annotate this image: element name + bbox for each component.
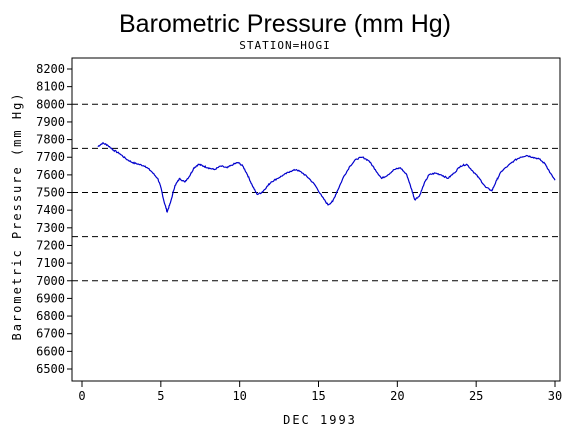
y-tick-label-8000: 8000 xyxy=(36,97,65,111)
y-tick-label-8200: 8200 xyxy=(36,62,65,76)
y-tick-label-7300: 7300 xyxy=(36,221,65,235)
x-tick-label-30: 30 xyxy=(548,389,562,403)
y-tick-label-7500: 7500 xyxy=(36,186,65,200)
y-tick-label-6600: 6600 xyxy=(36,344,65,358)
y-tick-label-7200: 7200 xyxy=(36,238,65,252)
y-tick-label-7600: 7600 xyxy=(36,168,65,182)
y-tick-label-6900: 6900 xyxy=(36,291,65,305)
x-axis: 0 5 10 15 20 25 30 xyxy=(78,381,562,403)
y-axis: 6500 6600 6700 6800 6900 7000 7100 7200 7300 7400… xyxy=(36,62,72,376)
x-tick-label-25: 25 xyxy=(469,389,483,403)
x-axis-title: DEC 1993 xyxy=(283,413,357,427)
y-tick-label-7800: 7800 xyxy=(36,133,65,147)
plot-frame xyxy=(71,57,561,382)
pressure-series-line xyxy=(97,142,556,214)
chart-title: Barometric Pressure (mm Hg) xyxy=(119,10,451,38)
y-tick-label-7700: 7700 xyxy=(36,150,65,164)
x-tick-label-20: 20 xyxy=(390,389,404,403)
y-tick-label-6700: 6700 xyxy=(36,327,65,341)
y-tick-label-8100: 8100 xyxy=(36,80,65,94)
y-tick-label-7100: 7100 xyxy=(36,256,65,270)
reference-lines xyxy=(72,103,560,282)
x-tick-label-5: 5 xyxy=(157,389,164,403)
y-tick-label-7900: 7900 xyxy=(36,115,65,129)
y-axis-title: Barometric Pressure (mm Hg) xyxy=(10,91,24,340)
y-tick-label-7400: 7400 xyxy=(36,203,65,217)
x-tick-label-15: 15 xyxy=(311,389,325,403)
chart-subtitle: STATION=HOGI xyxy=(239,39,330,52)
x-tick-label-10: 10 xyxy=(232,389,246,403)
y-tick-label-6500: 6500 xyxy=(36,362,65,376)
y-tick-label-6800: 6800 xyxy=(36,309,65,323)
x-tick-label-0: 0 xyxy=(78,389,85,403)
y-tick-label-7000: 7000 xyxy=(36,274,65,288)
